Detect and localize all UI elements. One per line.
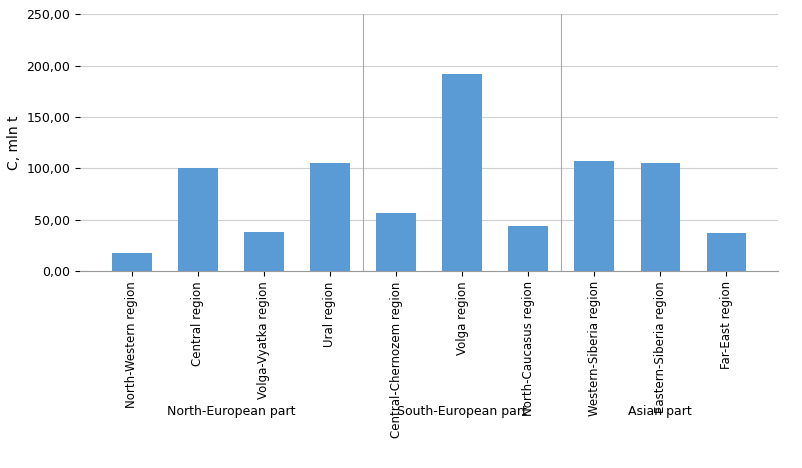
- Y-axis label: C, mln t: C, mln t: [7, 116, 21, 170]
- Bar: [376, 213, 416, 271]
- Bar: [641, 163, 680, 271]
- Text: Asian part: Asian part: [629, 405, 692, 418]
- Bar: [442, 74, 482, 271]
- Bar: [574, 161, 614, 271]
- Text: South-European part: South-European part: [397, 405, 527, 418]
- Bar: [244, 232, 284, 271]
- Bar: [508, 226, 548, 271]
- Bar: [707, 234, 746, 271]
- Bar: [178, 168, 217, 271]
- Text: North-European part: North-European part: [167, 405, 295, 418]
- Bar: [310, 163, 350, 271]
- Bar: [112, 253, 152, 271]
